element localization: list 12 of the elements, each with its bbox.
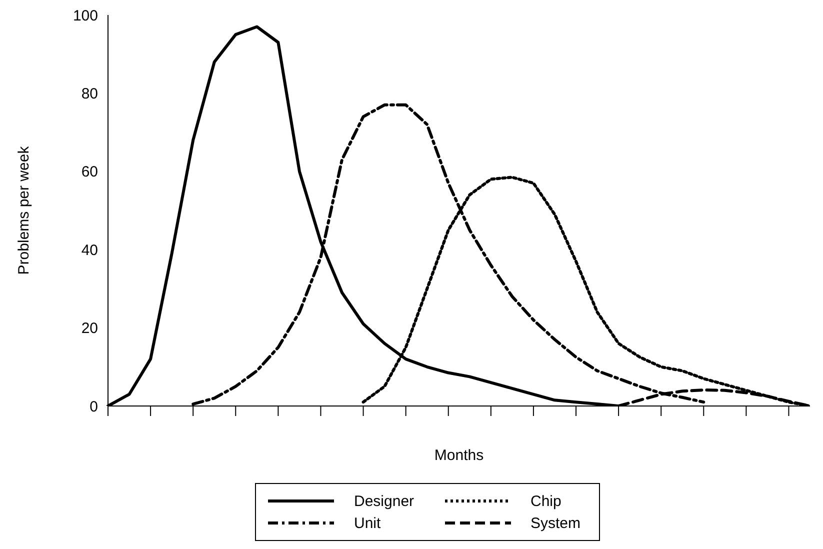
legend-label: Unit [354, 514, 381, 532]
x-axis-title: Months [434, 447, 484, 464]
y-tick-label: 100 [72, 7, 98, 24]
y-axis-title: Problems per week [16, 146, 32, 275]
legend-label: Designer [354, 492, 414, 510]
legend-label: Chip [530, 492, 562, 510]
y-tick-label: 60 [81, 164, 98, 181]
legend-label: System [530, 514, 581, 532]
y-tick-label: 80 [81, 86, 98, 103]
y-tick-label: 0 [90, 398, 98, 416]
y-tick-label: 20 [81, 320, 98, 338]
y-tick-label: 40 [81, 242, 98, 259]
